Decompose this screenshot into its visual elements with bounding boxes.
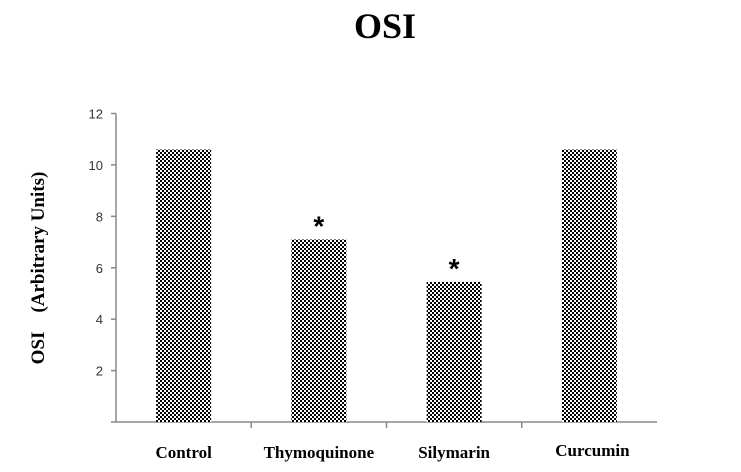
y-tick-label: 4 — [96, 312, 103, 327]
y-tick-label: 12 — [89, 107, 103, 122]
bar-control — [156, 149, 212, 422]
x-tick-label: Thymoquinone — [264, 443, 375, 462]
bar-thymoquinone — [291, 239, 347, 422]
significance-marker: * — [449, 253, 460, 284]
x-tick-label: Curcumin — [555, 441, 630, 460]
x-tick-label: Control — [155, 443, 212, 462]
chart-title: OSI — [354, 6, 416, 46]
bar-silymarin — [426, 281, 482, 422]
y-tick-label: 8 — [96, 209, 103, 224]
significance-marker: * — [313, 210, 324, 241]
x-tick-label: Silymarin — [418, 443, 490, 462]
y-tick-label: 10 — [89, 158, 103, 173]
y-tick-label: 6 — [96, 261, 103, 276]
bar-curcumin — [561, 149, 617, 422]
y-axis-label: OSI (Arbitrary Units) — [28, 172, 49, 365]
y-tick-label: 2 — [96, 364, 103, 379]
